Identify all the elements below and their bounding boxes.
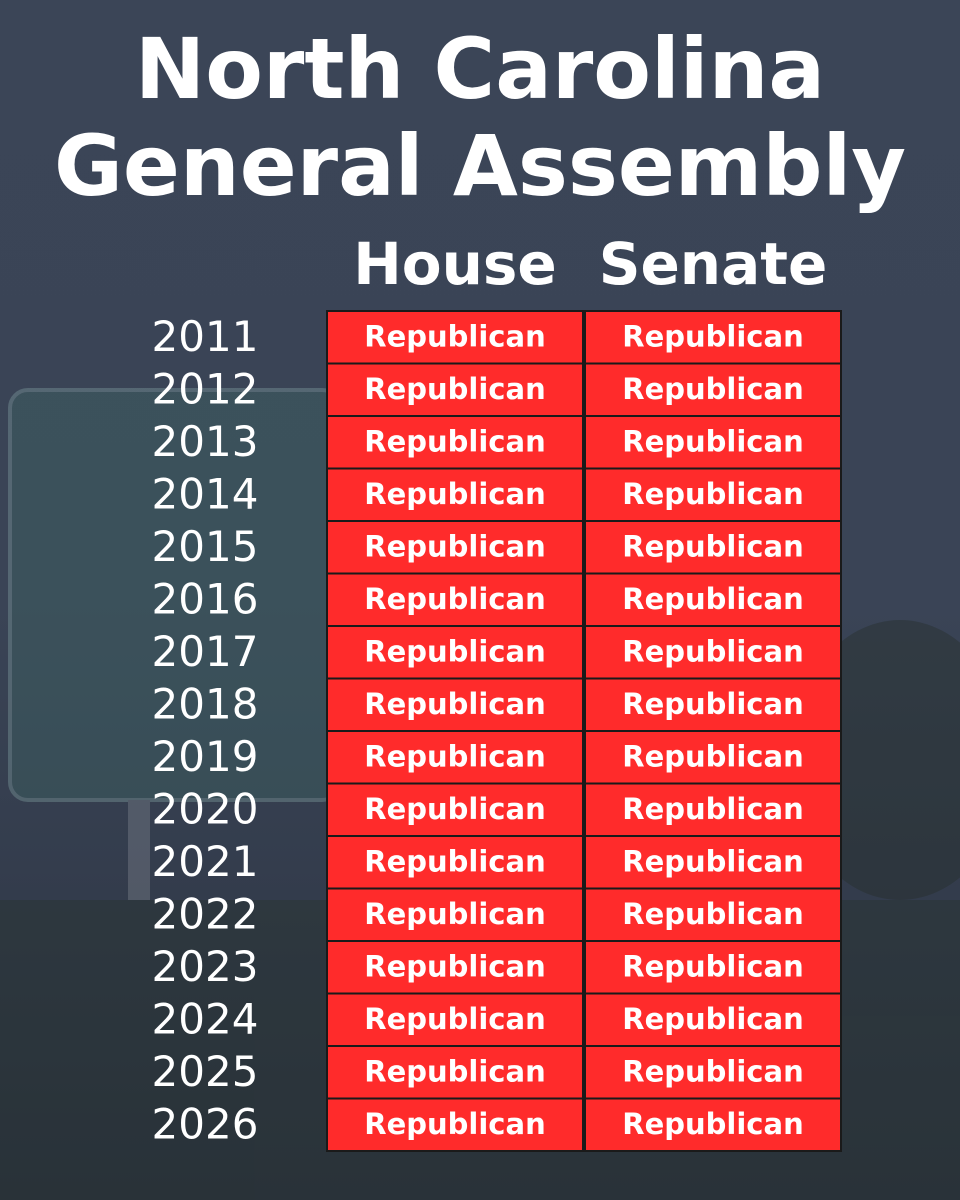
year-label: 2025 — [152, 1047, 259, 1096]
party-label: Republican — [622, 949, 803, 983]
party-label: Republican — [622, 739, 803, 773]
party-cell — [584, 520, 842, 575]
party-cell — [584, 677, 842, 732]
party-label: Republican — [622, 1002, 803, 1036]
party-cell — [326, 520, 584, 575]
party-cell — [584, 887, 842, 942]
party-label: Republican — [622, 687, 803, 721]
party-label: Republican — [622, 634, 803, 668]
year-label: 2024 — [152, 994, 259, 1043]
party-label: Republican — [364, 949, 545, 983]
party-cell — [326, 625, 584, 680]
party-label: Republican — [622, 424, 803, 458]
party-label: Republican — [622, 1107, 803, 1141]
party-label: Republican — [622, 844, 803, 878]
year-label: 2014 — [152, 469, 259, 518]
party-label: Republican — [622, 372, 803, 406]
party-cell — [584, 992, 842, 1047]
party-cell — [326, 940, 584, 995]
year-label: 2016 — [152, 574, 259, 623]
table: House Senate 2011 Republican Republican 2012 R… — [152, 230, 842, 1152]
year-label: 2018 — [152, 679, 259, 728]
party-label: Republican — [364, 319, 545, 353]
year-label: 2023 — [152, 942, 259, 991]
party-cell — [326, 415, 584, 470]
column-header: Senate — [599, 230, 828, 298]
party-cell — [326, 467, 584, 522]
party-cell — [326, 677, 584, 732]
party-cell — [584, 940, 842, 995]
party-label: Republican — [364, 897, 545, 931]
party-cell — [326, 362, 584, 417]
party-cell — [584, 730, 842, 785]
title-line: North Carolina — [135, 20, 825, 118]
party-label: Republican — [364, 1054, 545, 1088]
party-label: Republican — [622, 529, 803, 563]
party-label: Republican — [364, 1002, 545, 1036]
party-label: Republican — [364, 634, 545, 668]
party-label: Republican — [622, 319, 803, 353]
party-label: Republican — [364, 739, 545, 773]
party-label: Republican — [622, 477, 803, 511]
year-label: 2026 — [152, 1099, 259, 1148]
party-label: Republican — [364, 1107, 545, 1141]
party-label: Republican — [364, 687, 545, 721]
year-label: 2013 — [152, 417, 259, 466]
party-label: Republican — [364, 792, 545, 826]
column-header: House — [353, 230, 557, 298]
year-label: 2012 — [152, 364, 259, 413]
party-cell — [584, 362, 842, 417]
year-label: 2017 — [152, 627, 259, 676]
party-label: Republican — [364, 477, 545, 511]
party-cell — [326, 782, 584, 837]
party-cell — [326, 1097, 584, 1152]
party-label: Republican — [622, 897, 803, 931]
party-cell — [584, 1097, 842, 1152]
party-cell — [584, 415, 842, 470]
party-label: Republican — [622, 582, 803, 616]
year-label: 2020 — [152, 784, 259, 833]
party-cell — [326, 730, 584, 785]
year-label: 2021 — [152, 837, 259, 886]
party-label: Republican — [364, 529, 545, 563]
party-label: Republican — [622, 1054, 803, 1088]
party-label: Republican — [364, 424, 545, 458]
year-label: 2022 — [152, 889, 259, 938]
title-line: General Assembly — [54, 117, 906, 215]
year-label: 2015 — [152, 522, 259, 571]
year-label: 2019 — [152, 732, 259, 781]
party-cell — [584, 625, 842, 680]
party-label: Republican — [364, 372, 545, 406]
party-label: Republican — [622, 792, 803, 826]
party-cell — [584, 835, 842, 890]
party-label: Republican — [364, 582, 545, 616]
year-label: 2011 — [152, 312, 259, 361]
party-label: Republican — [364, 844, 545, 878]
party-cell — [584, 782, 842, 837]
party-cell — [584, 310, 842, 365]
